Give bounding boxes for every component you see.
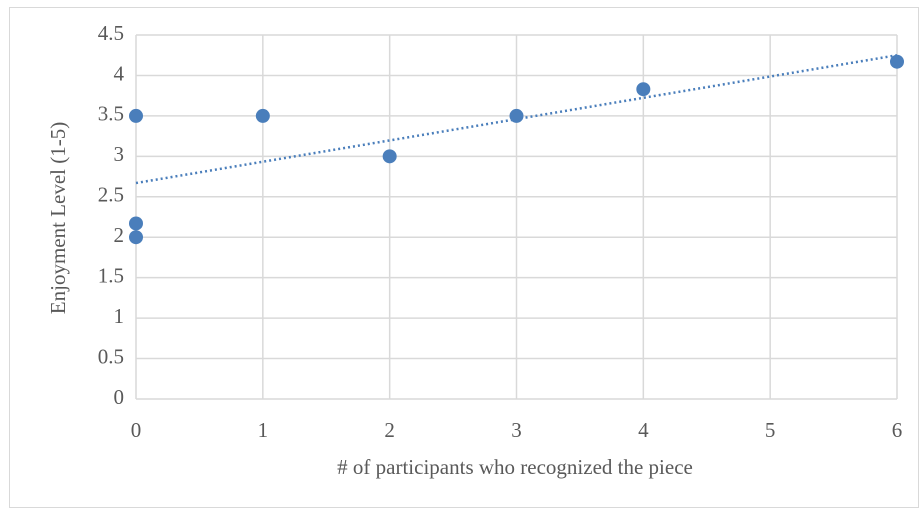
point: [129, 108, 143, 123]
point: [129, 216, 143, 231]
x-tick-label: 0: [131, 418, 142, 442]
x-axis-label: # of participants who recognized the pie…: [337, 455, 693, 479]
y-tick-label: 4: [114, 61, 125, 85]
y-tick-label: 1: [114, 304, 125, 328]
y-tick-label: 3: [114, 142, 125, 166]
y-tick-label: 2: [114, 223, 125, 247]
point: [255, 108, 270, 123]
point: [890, 54, 904, 69]
y-tick-label: 4.5: [98, 21, 124, 45]
x-tick-label: 3: [511, 418, 522, 442]
y-axis-label: Enjoyment Level (1-5): [46, 122, 70, 314]
point: [509, 108, 524, 123]
x-tick-label: 1: [258, 418, 269, 442]
y-tick-label: 3.5: [98, 102, 124, 126]
chart-border: [9, 7, 919, 508]
point: [129, 230, 143, 245]
x-tick-label: 6: [892, 418, 903, 442]
point: [382, 149, 397, 164]
y-tick-label: 2.5: [98, 183, 124, 207]
x-tick-label: 2: [384, 418, 395, 442]
x-tick-label: 5: [765, 418, 776, 442]
point: [636, 82, 651, 97]
x-tick-label: 4: [638, 418, 649, 442]
y-tick-label: 1.5: [98, 263, 124, 287]
y-tick-label: 0.5: [98, 344, 124, 368]
y-tick-label: 0: [114, 385, 125, 409]
